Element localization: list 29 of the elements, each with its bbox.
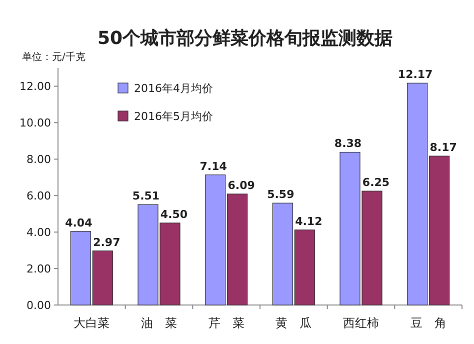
data-label: 8.38 <box>334 137 362 150</box>
x-tick-label: 黄 瓜 <box>276 316 312 330</box>
data-label: 4.50 <box>160 208 188 221</box>
data-label: 2.97 <box>93 236 120 249</box>
x-tick-label: 西红柿 <box>343 316 379 330</box>
data-label: 5.51 <box>132 190 160 203</box>
legend-label: 2016年4月均价 <box>134 82 213 95</box>
x-tick-label: 大白菜 <box>74 316 110 330</box>
data-label: 5.59 <box>267 188 294 202</box>
chart-title: 50个城市部分鲜菜价格旬报监测数据 <box>97 28 393 49</box>
y-tick-label: 10.00 <box>20 116 51 130</box>
y-tick-label: 8.00 <box>26 153 51 166</box>
data-label: 7.14 <box>200 160 228 173</box>
x-tick-label: 芹 菜 <box>208 316 244 330</box>
data-label: 4.12 <box>295 214 322 228</box>
y-tick-label: 4.00 <box>26 226 51 240</box>
x-tick-label: 油 菜 <box>141 316 177 330</box>
data-label: 4.04 <box>65 216 93 230</box>
y-tick-label: 2.00 <box>26 262 51 276</box>
y-tick-label: 0.00 <box>26 299 51 312</box>
legend-label: 2016年5月均价 <box>134 110 213 123</box>
x-tick-label: 豆 角 <box>410 316 446 330</box>
y-tick-label: 12.00 <box>20 80 51 94</box>
data-label: 6.09 <box>228 178 255 192</box>
data-label: 8.17 <box>430 141 457 154</box>
data-label: 6.25 <box>362 176 390 190</box>
y-axis-title: 单位：元/千克 <box>22 51 86 63</box>
data-label: 12.17 <box>398 68 433 82</box>
y-tick-label: 6.00 <box>26 190 51 203</box>
